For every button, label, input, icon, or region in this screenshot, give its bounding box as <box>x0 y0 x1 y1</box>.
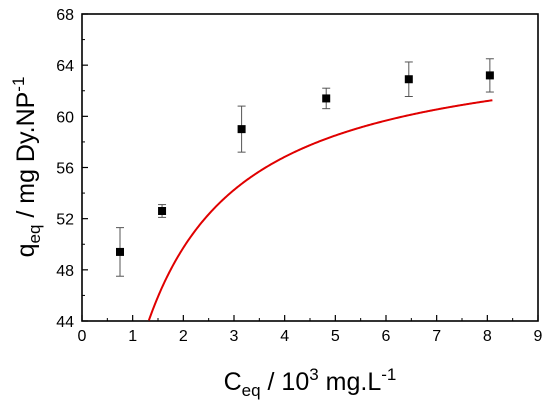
data-point <box>116 227 124 277</box>
x-tick-label: 1 <box>128 328 137 345</box>
y-tick-label: 56 <box>56 161 74 178</box>
x-axis-title: Ceq / 103 mg.L-1 <box>224 365 397 400</box>
x-tick-label: 3 <box>230 328 239 345</box>
x-tick-label: 7 <box>432 328 441 345</box>
point-marker <box>485 71 494 80</box>
y-tick-label: 52 <box>56 212 74 229</box>
y-axis-title: qeq / mg Dy.NP-1 <box>9 77 44 258</box>
data-point <box>322 87 331 110</box>
plot-frame <box>81 13 539 322</box>
x-tick-label: 4 <box>280 328 289 345</box>
points-layer <box>116 58 494 277</box>
x-tick-label: 6 <box>382 328 391 345</box>
data-point <box>158 204 167 218</box>
x-tick-label: 9 <box>534 328 543 345</box>
y-tick-label: 48 <box>56 263 74 280</box>
fit-curve <box>147 99 493 321</box>
point-marker <box>158 206 167 215</box>
y-tick-label: 64 <box>56 58 74 75</box>
point-marker <box>404 75 413 84</box>
x-tick-label: 5 <box>331 328 340 345</box>
point-marker <box>237 125 246 134</box>
x-tick-label: 8 <box>483 328 492 345</box>
y-tick-label: 60 <box>56 109 74 126</box>
x-tick-label: 0 <box>78 328 87 345</box>
y-tick-label: 44 <box>56 314 74 331</box>
fit-layer <box>147 99 493 321</box>
data-point <box>237 105 246 153</box>
x-tick-label: 2 <box>179 328 188 345</box>
point-marker <box>116 247 124 256</box>
point-marker <box>322 94 331 103</box>
y-tick-label: 68 <box>56 7 74 24</box>
data-point <box>404 61 413 98</box>
data-point <box>485 58 494 93</box>
